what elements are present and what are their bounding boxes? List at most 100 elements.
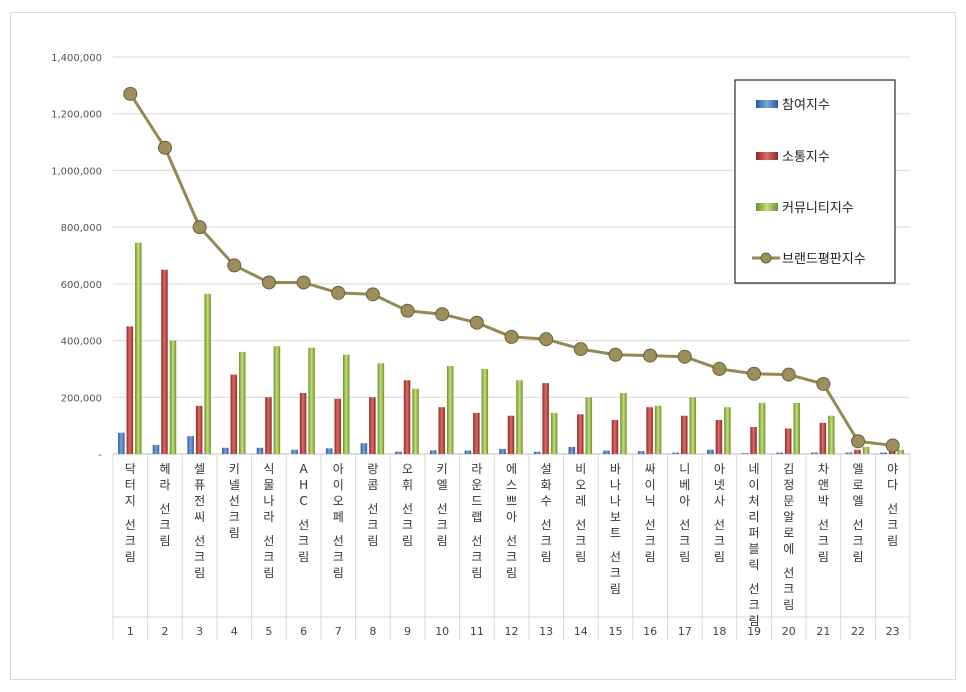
- rank-label: 20: [782, 625, 796, 638]
- brand-index-point: [781, 367, 796, 382]
- brand-index-point: [296, 275, 311, 290]
- bar-communication: [646, 407, 653, 454]
- bar-participation: [187, 436, 194, 454]
- bar-community: [273, 346, 281, 454]
- bar-participation: [325, 448, 333, 454]
- brand-index-point: [504, 329, 519, 344]
- rank-label: 18: [712, 625, 726, 638]
- bar-community: [342, 354, 350, 454]
- bar-communication: [681, 415, 688, 454]
- bar-participation: [499, 448, 506, 454]
- brand-index-point: [261, 275, 276, 290]
- brand-index-point: [157, 140, 172, 155]
- bar-community: [620, 393, 627, 454]
- legend-swatch: [756, 100, 778, 108]
- rank-label: 14: [574, 625, 588, 638]
- legend-label: 소통지수: [782, 150, 830, 165]
- bar-community: [793, 402, 800, 454]
- bar-participation: [603, 450, 610, 454]
- legend-label: 커뮤니티지수: [782, 201, 854, 216]
- brand-index-point: [365, 287, 380, 302]
- bar-participation: [222, 447, 229, 454]
- brand-index-point: [712, 361, 727, 376]
- bar-communication: [161, 269, 168, 454]
- bar-communication: [126, 326, 134, 454]
- brand-index-point: [851, 434, 866, 449]
- bars: [118, 242, 904, 454]
- bar-participation: [880, 452, 887, 454]
- rank-label: 5: [265, 625, 272, 638]
- bar-participation: [464, 450, 472, 454]
- bar-participation: [291, 449, 298, 454]
- rank-label: 21: [816, 625, 830, 638]
- brand-index-point: [469, 315, 484, 330]
- bar-communication: [819, 422, 827, 454]
- bar-community: [758, 402, 766, 454]
- bar-community: [828, 415, 835, 454]
- bar-participation: [395, 451, 402, 454]
- y-tick-label: 1,400,000: [51, 53, 102, 64]
- rank-label: 8: [369, 625, 376, 638]
- rank-label: 16: [643, 625, 657, 638]
- bar-communication: [542, 383, 549, 454]
- bar-communication: [507, 415, 515, 454]
- bar-communication: [334, 398, 341, 454]
- bar-communication: [369, 397, 376, 454]
- bar-participation: [845, 452, 853, 454]
- brand-index-point: [227, 258, 242, 273]
- brand-index-point: [331, 285, 346, 300]
- y-tick-label: 1,200,000: [51, 110, 102, 121]
- bar-participation: [568, 446, 576, 454]
- legend-marker: [760, 252, 772, 264]
- bar-communication: [854, 449, 861, 454]
- bar-participation: [118, 432, 125, 454]
- legend-swatch: [756, 203, 778, 211]
- bar-participation: [152, 444, 160, 454]
- y-tick-label: -: [98, 450, 102, 461]
- rank-label: 19: [747, 625, 761, 638]
- rank-label: 2: [161, 625, 168, 638]
- bar-communication: [438, 407, 445, 454]
- rank-label: 23: [886, 625, 900, 638]
- rank-label: 3: [196, 625, 203, 638]
- bar-communication: [473, 412, 480, 454]
- rank-label: 10: [435, 625, 449, 638]
- bar-communication: [611, 419, 619, 454]
- bar-participation: [429, 450, 437, 454]
- brand-index-point: [573, 342, 588, 357]
- brand-index-point: [885, 438, 900, 453]
- rank-label: 22: [851, 625, 865, 638]
- bar-communication: [299, 393, 307, 454]
- rank-label: 11: [470, 625, 484, 638]
- bar-community: [239, 351, 246, 454]
- y-tick-label: 800,000: [61, 223, 102, 234]
- bar-community: [135, 242, 142, 454]
- rank-label: 1: [127, 625, 134, 638]
- bar-participation: [811, 452, 818, 454]
- brand-index-point: [435, 307, 450, 322]
- bar-community: [724, 407, 731, 454]
- bar-communication: [230, 374, 238, 454]
- bar-community: [446, 366, 454, 454]
- brand-index-line: [123, 86, 900, 453]
- bar-community: [308, 347, 315, 454]
- y-tick-label: 1,000,000: [51, 166, 102, 177]
- bar-participation: [776, 452, 783, 454]
- brand-index-point: [747, 366, 762, 381]
- brand-index-point: [400, 303, 415, 318]
